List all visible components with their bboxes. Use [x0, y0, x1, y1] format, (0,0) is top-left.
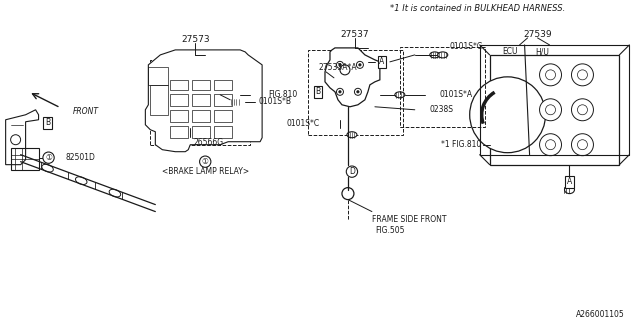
Circle shape	[540, 134, 561, 156]
Circle shape	[204, 78, 207, 81]
Bar	[150, 60, 250, 145]
Circle shape	[545, 140, 556, 150]
Circle shape	[339, 64, 341, 66]
Circle shape	[470, 77, 545, 153]
Circle shape	[201, 76, 209, 84]
Text: 27537: 27537	[340, 30, 369, 39]
Circle shape	[577, 70, 588, 80]
Text: ①: ①	[45, 153, 52, 162]
Circle shape	[577, 105, 588, 115]
Circle shape	[342, 188, 354, 200]
Circle shape	[11, 135, 20, 145]
Text: *1 It is contained in BULKHEAD HARNESS.: *1 It is contained in BULKHEAD HARNESS.	[390, 4, 565, 13]
Circle shape	[545, 70, 556, 80]
Bar	[400, 47, 484, 127]
Ellipse shape	[347, 132, 357, 138]
Circle shape	[356, 61, 364, 68]
Bar	[170, 110, 188, 122]
Circle shape	[337, 88, 344, 95]
Text: ①: ①	[202, 157, 209, 166]
Circle shape	[360, 58, 368, 66]
Bar	[192, 80, 210, 90]
Text: B: B	[316, 87, 321, 96]
Circle shape	[359, 64, 361, 66]
Text: FRAME SIDE FRONT: FRAME SIDE FRONT	[372, 215, 446, 224]
Text: 27573: 27573	[181, 36, 209, 44]
Circle shape	[545, 105, 556, 115]
Polygon shape	[325, 48, 380, 107]
Text: 0238S: 0238S	[430, 105, 454, 114]
Text: FIG.505: FIG.505	[375, 226, 404, 235]
Text: FIG.810: FIG.810	[268, 90, 298, 99]
Text: *1 FIG.810: *1 FIG.810	[442, 140, 482, 149]
Ellipse shape	[76, 177, 87, 185]
Bar	[214, 126, 232, 138]
Bar	[11, 148, 38, 170]
Polygon shape	[161, 62, 220, 105]
Polygon shape	[6, 110, 38, 165]
Circle shape	[355, 88, 362, 95]
Circle shape	[540, 99, 561, 121]
Text: A: A	[567, 177, 572, 186]
Ellipse shape	[109, 189, 121, 197]
Text: 27539: 27539	[524, 30, 552, 39]
Ellipse shape	[230, 99, 240, 105]
Bar	[192, 94, 210, 106]
Text: 27533A*A: 27533A*A	[318, 63, 356, 72]
Bar	[192, 110, 210, 122]
Text: 0101S*C: 0101S*C	[287, 119, 320, 128]
Bar	[170, 126, 188, 138]
Text: 82501D: 82501D	[65, 153, 95, 162]
Bar	[308, 50, 403, 135]
Text: 26566G: 26566G	[193, 138, 223, 147]
Bar	[214, 80, 232, 90]
Circle shape	[572, 134, 593, 156]
Circle shape	[337, 61, 344, 68]
Circle shape	[339, 91, 341, 93]
Text: H/U: H/U	[536, 47, 550, 56]
Circle shape	[179, 73, 182, 76]
Ellipse shape	[564, 186, 575, 194]
Bar	[148, 67, 168, 85]
Circle shape	[540, 64, 561, 86]
Circle shape	[340, 65, 350, 75]
Circle shape	[572, 64, 593, 86]
Bar	[214, 94, 232, 106]
Circle shape	[577, 140, 588, 150]
Text: A: A	[380, 57, 385, 66]
Ellipse shape	[438, 52, 448, 58]
Text: ECU: ECU	[502, 47, 517, 56]
Text: 0101S*A: 0101S*A	[440, 90, 473, 99]
Text: 0101S*B: 0101S*B	[258, 97, 291, 106]
Ellipse shape	[395, 92, 405, 98]
Ellipse shape	[430, 52, 440, 58]
Bar	[170, 80, 188, 90]
Circle shape	[176, 71, 184, 79]
Text: D: D	[349, 167, 355, 176]
Text: B: B	[45, 118, 50, 127]
Circle shape	[572, 99, 593, 121]
Bar	[170, 94, 188, 106]
Text: <BRAKE LAMP RELAY>: <BRAKE LAMP RELAY>	[162, 167, 249, 176]
Polygon shape	[145, 50, 262, 152]
Text: 0101S*C: 0101S*C	[450, 43, 483, 52]
Circle shape	[356, 91, 359, 93]
Ellipse shape	[42, 164, 53, 172]
Bar	[192, 126, 210, 138]
Text: A266001105: A266001105	[575, 310, 625, 319]
Bar	[214, 110, 232, 122]
Bar	[150, 85, 168, 115]
Text: FRONT: FRONT	[72, 107, 99, 116]
Bar	[490, 55, 620, 165]
